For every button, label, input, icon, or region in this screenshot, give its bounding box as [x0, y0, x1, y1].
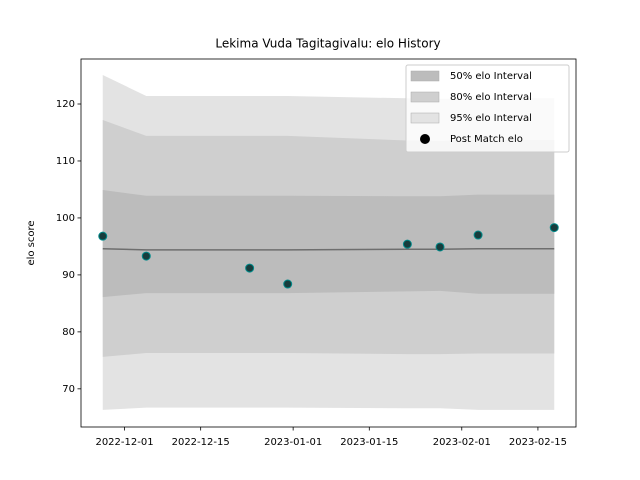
y-tick-label: 120	[56, 99, 75, 110]
y-axis-label: elo score	[26, 220, 37, 265]
x-tick-label: 2023-01-01	[264, 437, 322, 448]
data-point	[141, 251, 151, 261]
data-point	[245, 263, 255, 273]
legend-swatch	[410, 70, 440, 82]
legend: 50% elo Interval 80% elo Interval 95% elo …	[405, 64, 570, 153]
legend-label: Post Match elo	[450, 134, 523, 145]
plot-frame	[80, 58, 577, 428]
data-point	[549, 223, 559, 233]
data-point	[98, 231, 108, 241]
mean-line	[102, 247, 555, 251]
data-point	[435, 242, 445, 252]
data-point	[283, 279, 293, 289]
legend-label: 95% elo Interval	[450, 113, 532, 124]
y-tick-label: 70	[62, 384, 75, 395]
y-tick-label: 80	[62, 327, 75, 338]
y-tick-label: 90	[62, 270, 75, 281]
legend-label: 50% elo Interval	[450, 71, 532, 82]
interval-band	[102, 190, 555, 298]
legend-swatch	[410, 91, 440, 103]
data-point	[473, 230, 483, 240]
legend-label: 80% elo Interval	[450, 92, 532, 103]
data-point	[402, 239, 412, 249]
x-tick-label: 2023-02-01	[433, 437, 491, 448]
x-tick-label: 2022-12-15	[172, 437, 230, 448]
y-tick-label: 100	[56, 213, 75, 224]
chart-title: Lekima Vuda Tagitagivalu: elo History	[215, 37, 440, 51]
x-tick-label: 2023-01-15	[340, 437, 398, 448]
x-tick-label: 2023-02-15	[509, 437, 567, 448]
y-tick-label: 110	[56, 156, 75, 167]
legend-marker	[420, 134, 430, 144]
legend-frame	[405, 64, 570, 153]
legend-swatch	[410, 112, 440, 124]
x-tick-label: 2022-12-01	[95, 437, 153, 448]
